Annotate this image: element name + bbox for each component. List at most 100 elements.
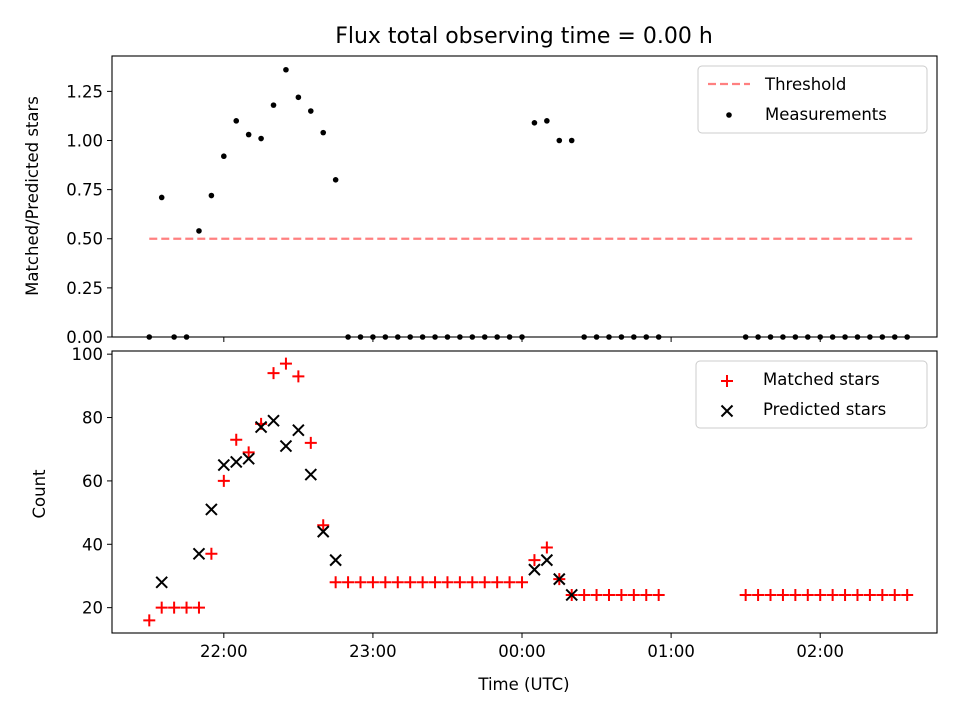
matched-star-point bbox=[826, 588, 839, 601]
matched-star-point bbox=[217, 474, 230, 487]
matched-star-point bbox=[602, 588, 615, 601]
predicted-star-point bbox=[553, 572, 566, 586]
matched-star-point bbox=[851, 588, 864, 601]
measurement-point bbox=[283, 66, 289, 73]
bottom-axes-frame bbox=[111, 350, 938, 634]
measurement-point bbox=[245, 131, 252, 138]
matched-star-point bbox=[590, 588, 603, 601]
bottom-y-tick-label: 60 bbox=[82, 472, 103, 491]
bottom-y-tick-label: 100 bbox=[72, 345, 104, 364]
matched-star-point bbox=[801, 588, 814, 601]
matched-star-point bbox=[292, 370, 305, 383]
matched-star-point bbox=[441, 576, 454, 589]
predicted-star-point bbox=[329, 553, 342, 567]
matched-star-point bbox=[516, 576, 529, 589]
predicted-star-point bbox=[279, 439, 293, 453]
measurement-point bbox=[208, 192, 215, 199]
matched-star-point bbox=[901, 588, 914, 601]
matched-star-point bbox=[640, 588, 653, 601]
top-legend: Threshold Measurements bbox=[697, 65, 928, 134]
predicted-star-point bbox=[267, 414, 280, 427]
matched-star-point bbox=[317, 519, 330, 532]
measurement-point bbox=[221, 153, 227, 160]
matched-star-point bbox=[416, 576, 429, 589]
measurement-point bbox=[295, 94, 302, 101]
bottom-x-tick-label: 00:00 bbox=[498, 642, 546, 661]
matched-star-point bbox=[279, 357, 292, 370]
matched-star-point bbox=[839, 588, 852, 601]
predicted-star-point bbox=[528, 563, 541, 576]
matched-star-point bbox=[168, 601, 181, 614]
measurement-point bbox=[531, 120, 538, 126]
measurement-point bbox=[270, 102, 277, 108]
legend-matched-label: Matched stars bbox=[763, 370, 880, 389]
predicted-star-point bbox=[254, 420, 268, 434]
legend-predicted-label: Predicted stars bbox=[763, 400, 886, 419]
bottom-y-tick-label: 40 bbox=[82, 535, 103, 554]
legend-measurement-label: Measurements bbox=[765, 105, 887, 124]
matched-star-point bbox=[888, 588, 901, 601]
matched-star-point bbox=[491, 576, 504, 589]
matched-star-point bbox=[304, 436, 317, 449]
top-y-tick-label: 0.50 bbox=[66, 230, 103, 249]
measurement-point bbox=[307, 108, 314, 114]
matched-star-point bbox=[615, 588, 628, 601]
matched-star-point bbox=[814, 588, 827, 601]
matched-star-point bbox=[205, 547, 218, 560]
bottom-x-tick-label: 22:00 bbox=[200, 642, 248, 661]
top-y-tick-label: 0.25 bbox=[66, 279, 103, 298]
predicted-star-point bbox=[192, 547, 206, 560]
matched-star-point bbox=[478, 576, 491, 589]
matched-star-point bbox=[578, 588, 591, 601]
predicted-star-point bbox=[292, 424, 305, 437]
matched-star-point bbox=[180, 601, 193, 614]
top-legend-box bbox=[697, 65, 928, 134]
matched-star-point bbox=[876, 588, 889, 601]
matched-star-point bbox=[354, 576, 367, 589]
matched-star-point bbox=[329, 576, 342, 589]
measurement-point bbox=[544, 118, 550, 124]
matched-star-point bbox=[366, 576, 379, 589]
bottom-y-tick-label: 20 bbox=[82, 599, 103, 618]
matched-star-point bbox=[192, 601, 205, 614]
measurement-point bbox=[568, 137, 575, 144]
matched-star-point bbox=[528, 554, 541, 567]
matched-star-point bbox=[739, 588, 752, 601]
top-y-tick-label: 0.00 bbox=[66, 328, 103, 347]
matched-star-point bbox=[652, 588, 665, 601]
top-y-axis-label: Matched/Predicted stars bbox=[23, 96, 42, 296]
predicted-star-point bbox=[242, 452, 255, 465]
matched-star-point bbox=[155, 601, 168, 614]
bottom-y-axis-label: Count bbox=[30, 469, 49, 519]
matched-star-point bbox=[342, 576, 355, 589]
measurement-point bbox=[196, 228, 202, 234]
matched-star-point bbox=[764, 588, 777, 601]
matched-star-point bbox=[863, 588, 876, 601]
matched-star-point bbox=[752, 588, 765, 601]
top-axes-frame bbox=[111, 55, 938, 338]
bottom-x-tick-label: 01:00 bbox=[647, 642, 695, 661]
measurement-point bbox=[556, 137, 563, 144]
matched-star-point bbox=[391, 576, 404, 589]
top-y-tick-label: 1.00 bbox=[66, 131, 103, 150]
matched-star-point bbox=[453, 576, 466, 589]
bottom-plot-area: 20 40 60 80 100 22:00 23:00 00:00 01:00 02:00 Matc… bbox=[72, 345, 938, 661]
predicted-star-point bbox=[155, 576, 168, 589]
predicted-star-point bbox=[217, 458, 231, 472]
matched-star-point bbox=[404, 576, 417, 589]
matched-star-point bbox=[466, 576, 479, 589]
bottom-x-tick-label: 02:00 bbox=[796, 642, 844, 661]
predicted-star-point bbox=[540, 553, 554, 567]
measurement-point bbox=[158, 194, 165, 201]
bottom-x-tick-label: 23:00 bbox=[349, 642, 397, 661]
predicted-star-point bbox=[230, 455, 243, 469]
top-y-tick-label: 1.25 bbox=[66, 82, 103, 101]
matched-star-point bbox=[503, 576, 516, 589]
predicted-star-point bbox=[304, 468, 318, 481]
measurement-point bbox=[320, 129, 327, 136]
predicted-star-point bbox=[565, 588, 578, 602]
chart-title: Flux total observing time = 0.00 h bbox=[335, 24, 713, 49]
matched-star-point bbox=[379, 576, 392, 589]
legend-measurement-swatch bbox=[726, 112, 732, 118]
